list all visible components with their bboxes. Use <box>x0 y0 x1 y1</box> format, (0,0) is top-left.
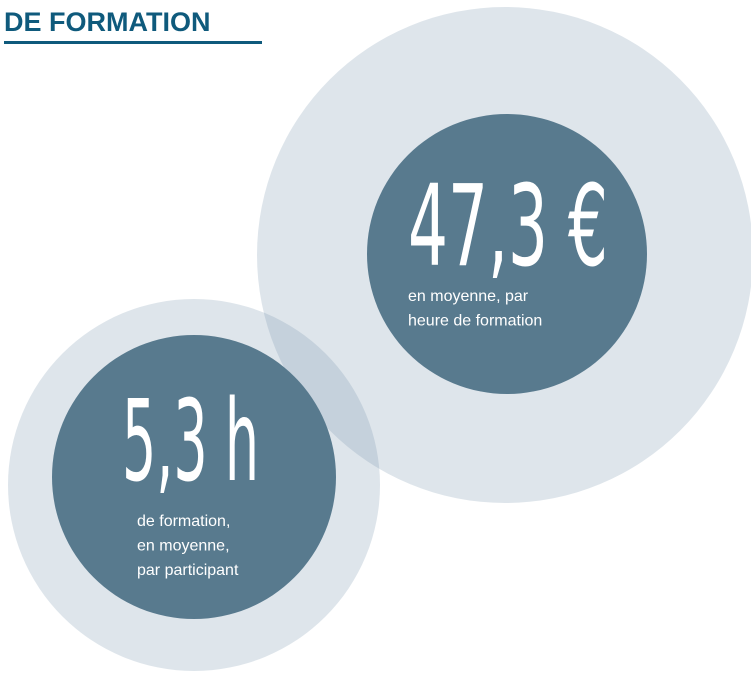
inner-circle <box>367 114 647 394</box>
section-title: DE FORMATION <box>4 7 210 37</box>
stat-caption: par participant <box>137 562 239 579</box>
stat-caption: de formation, <box>137 513 230 530</box>
stat-caption: heure de formation <box>408 313 542 330</box>
stat-caption: en moyenne, par <box>408 288 529 305</box>
stat-value: 5,3 h <box>122 377 259 507</box>
title-underline <box>4 41 262 44</box>
inner-circle <box>52 335 336 619</box>
stat-caption: en moyenne, <box>137 538 230 555</box>
stat-value: 47,3 € <box>408 162 608 292</box>
